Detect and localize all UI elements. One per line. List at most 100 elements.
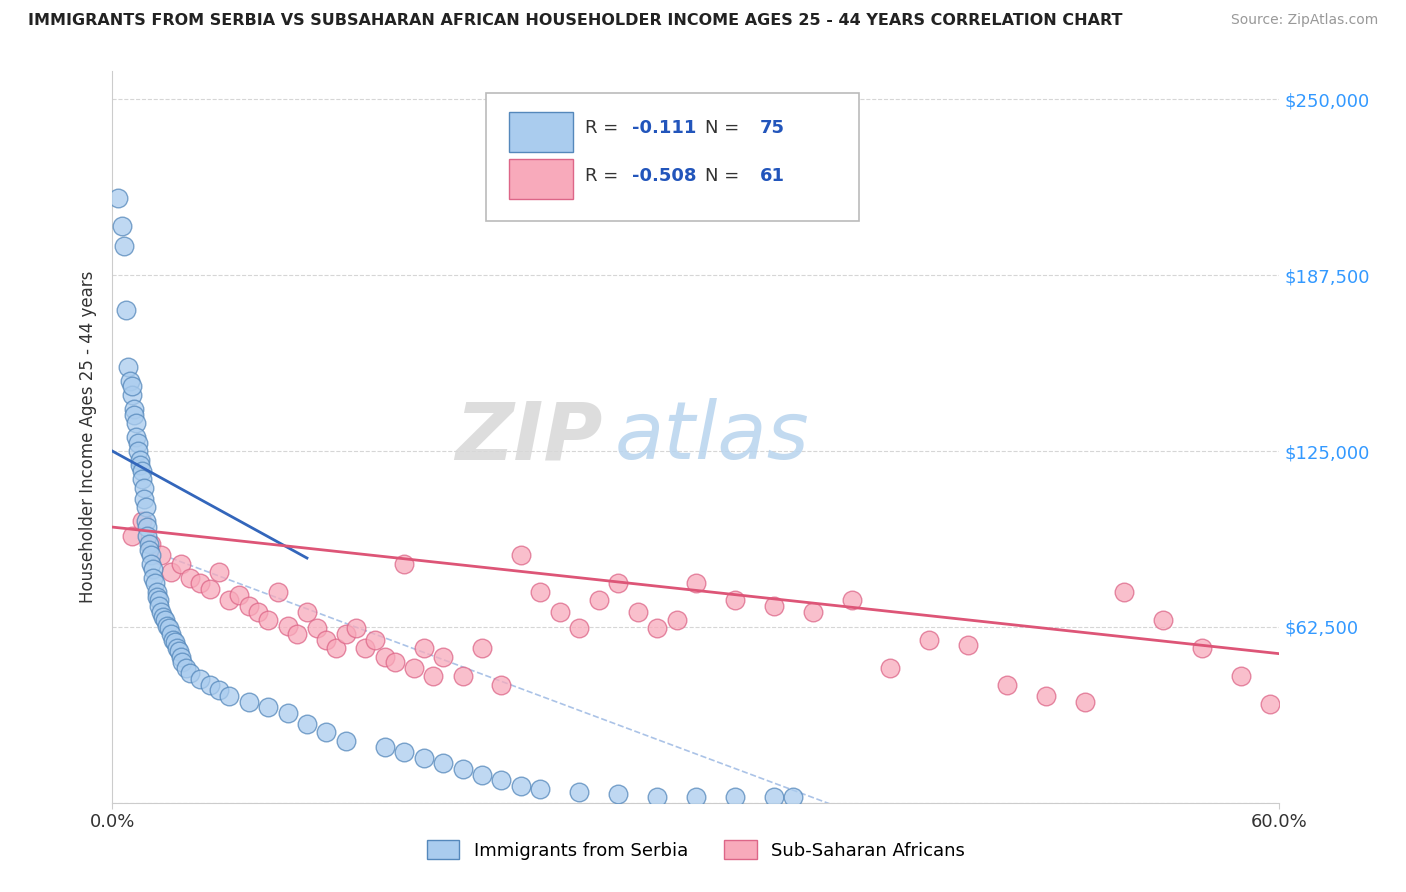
Point — [128, 458, 150, 473]
Point — [115, 303, 138, 318]
Text: -0.508: -0.508 — [631, 167, 696, 185]
Point — [402, 661, 425, 675]
Point — [198, 582, 221, 596]
Point — [364, 632, 387, 647]
Text: N =: N = — [706, 120, 745, 137]
Point — [247, 605, 270, 619]
Point — [198, 678, 221, 692]
Point — [179, 666, 201, 681]
Point — [529, 584, 551, 599]
Text: 75: 75 — [761, 120, 785, 137]
Point — [218, 689, 240, 703]
Point — [607, 576, 630, 591]
Point — [157, 621, 180, 635]
Point — [141, 557, 163, 571]
Point — [132, 481, 155, 495]
Point — [509, 779, 531, 793]
Point — [548, 605, 571, 619]
Point — [125, 430, 148, 444]
Point — [782, 790, 804, 805]
Text: ZIP: ZIP — [456, 398, 603, 476]
Point — [412, 641, 434, 656]
Legend: Immigrants from Serbia, Sub-Saharan Africans: Immigrants from Serbia, Sub-Saharan Afri… — [419, 833, 973, 867]
Point — [135, 515, 157, 529]
Point — [188, 576, 211, 591]
Point — [295, 717, 318, 731]
Point — [432, 649, 454, 664]
Point — [163, 635, 186, 649]
Point — [645, 621, 668, 635]
Point — [685, 790, 707, 805]
Point — [131, 515, 153, 529]
Point — [122, 401, 145, 416]
Point — [142, 562, 165, 576]
Point — [471, 641, 494, 656]
Point — [117, 359, 139, 374]
Point — [172, 655, 194, 669]
Point — [176, 661, 198, 675]
Point — [118, 374, 141, 388]
Point — [257, 700, 280, 714]
Point — [394, 745, 416, 759]
Point — [918, 632, 941, 647]
Point — [121, 388, 143, 402]
Text: atlas: atlas — [614, 398, 808, 476]
Point — [121, 379, 143, 393]
Point — [568, 784, 591, 798]
Point — [588, 593, 610, 607]
Point — [143, 576, 166, 591]
Point — [188, 672, 211, 686]
Text: N =: N = — [706, 167, 745, 185]
Y-axis label: Householder Income Ages 25 - 44 years: Householder Income Ages 25 - 44 years — [79, 271, 97, 603]
Point — [141, 548, 163, 562]
Point — [1152, 613, 1174, 627]
Point — [111, 219, 134, 233]
Point — [374, 649, 396, 664]
Point — [267, 584, 290, 599]
Point — [529, 781, 551, 796]
Point — [166, 641, 188, 656]
Point — [160, 627, 183, 641]
Point — [724, 593, 747, 607]
Point — [1258, 698, 1281, 712]
Point — [879, 661, 901, 675]
Point — [107, 191, 129, 205]
Point — [138, 537, 160, 551]
Point — [125, 416, 148, 430]
Point — [228, 588, 250, 602]
Point — [645, 790, 668, 805]
Point — [471, 767, 494, 781]
Point — [142, 571, 165, 585]
Point — [127, 435, 149, 450]
Point — [146, 591, 169, 605]
Point — [152, 610, 174, 624]
Point — [325, 641, 347, 656]
Point — [568, 621, 591, 635]
FancyBboxPatch shape — [509, 159, 574, 200]
Text: Source: ZipAtlas.com: Source: ZipAtlas.com — [1230, 13, 1378, 28]
Point — [374, 739, 396, 754]
Text: R =: R = — [585, 167, 624, 185]
Point — [135, 500, 157, 515]
Point — [305, 621, 328, 635]
Point — [150, 548, 173, 562]
Point — [724, 790, 747, 805]
Point — [238, 599, 260, 613]
Point — [167, 644, 190, 658]
Point — [685, 576, 707, 591]
Point — [148, 599, 170, 613]
Point — [295, 605, 318, 619]
FancyBboxPatch shape — [486, 94, 859, 221]
Point — [276, 618, 298, 632]
Point — [957, 638, 980, 652]
Point — [257, 613, 280, 627]
Point — [136, 528, 159, 542]
Point — [112, 239, 135, 253]
Point — [169, 649, 191, 664]
Point — [122, 408, 145, 422]
Point — [285, 627, 308, 641]
Point — [128, 452, 150, 467]
Point — [422, 669, 444, 683]
Text: -0.111: -0.111 — [631, 120, 696, 137]
Point — [132, 491, 155, 506]
